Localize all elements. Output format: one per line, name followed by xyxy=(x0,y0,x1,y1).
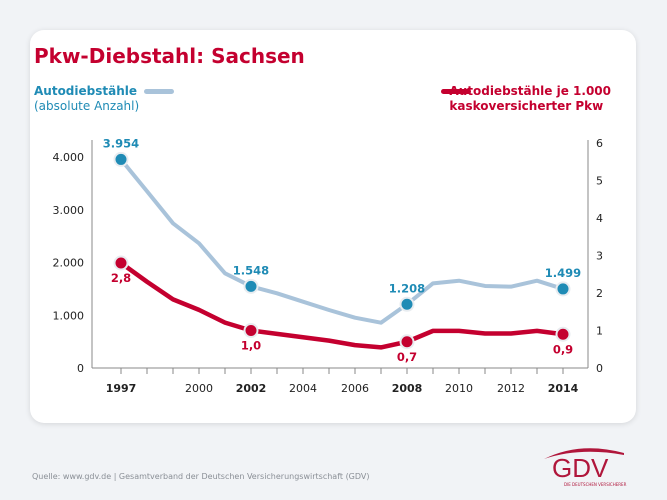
legend-right: Autodiebstähle je 1.000 kaskoversicherte… xyxy=(449,84,611,114)
x-tick-label: 2014 xyxy=(548,382,579,395)
data-point xyxy=(555,326,571,342)
data-label: 1.499 xyxy=(545,266,581,280)
data-point xyxy=(399,334,415,350)
y-left-tick-label: 1.000 xyxy=(53,309,85,322)
data-point xyxy=(399,296,415,312)
y-right-tick-label: 0 xyxy=(596,362,603,375)
data-label: 1,0 xyxy=(241,339,261,353)
y-right-tick-label: 2 xyxy=(596,287,603,300)
y-left-tick-label: 2.000 xyxy=(53,257,85,270)
legend-right-swatch xyxy=(441,89,471,94)
x-tick-label: 2010 xyxy=(445,382,473,395)
gdv-logo-subtitle: DIE DEUTSCHEN VERSICHERER xyxy=(564,482,627,487)
legend-left-sublabel: (absolute Anzahl) xyxy=(34,99,140,113)
chart-card xyxy=(30,30,636,423)
data-point xyxy=(243,323,259,338)
y-right-tick-label: 6 xyxy=(596,137,603,150)
y-right-tick-label: 4 xyxy=(596,212,603,225)
data-label: 3.954 xyxy=(103,136,139,150)
legend-left: Autodiebstähle (absolute Anzahl) xyxy=(34,84,139,114)
x-tick-label: 2004 xyxy=(289,382,317,395)
legend-left-label: Autodiebstähle xyxy=(34,84,138,98)
gdv-logo-arc-icon xyxy=(544,448,624,459)
x-tick-label: 2006 xyxy=(341,382,369,395)
y-right-tick-label: 3 xyxy=(596,250,603,263)
data-label: 0,9 xyxy=(553,342,573,356)
x-tick-label: 2008 xyxy=(392,382,423,395)
y-left-tick-label: 4.000 xyxy=(53,151,85,164)
y-right-tick-label: 5 xyxy=(596,175,603,188)
y-right-tick-label: 1 xyxy=(596,325,603,338)
series-line-absolute xyxy=(119,158,564,325)
source-note: Quelle: www.gdv.de | Gesamtverband der D… xyxy=(32,472,370,481)
data-point xyxy=(113,255,129,271)
data-label: 2,8 xyxy=(111,271,131,285)
legend-left-swatch xyxy=(144,89,174,94)
data-point xyxy=(243,278,259,294)
legend-right-sublabel: kaskoversicherter Pkw xyxy=(449,99,604,113)
chart-title: Pkw-Diebstahl: Sachsen xyxy=(34,44,305,68)
data-label: 1.548 xyxy=(233,263,269,277)
y-left-tick-label: 3.000 xyxy=(53,204,85,217)
data-label: 1.208 xyxy=(389,281,425,295)
x-tick-label: 1997 xyxy=(106,382,137,395)
x-tick-label: 2000 xyxy=(185,382,213,395)
series-line-per-1000 xyxy=(119,261,564,350)
y-left-tick-label: 0 xyxy=(77,362,84,375)
data-point xyxy=(113,151,129,167)
x-tick-label: 2012 xyxy=(497,382,525,395)
legend-right-label: Autodiebstähle je 1.000 xyxy=(449,84,611,98)
data-label: 0,7 xyxy=(397,350,417,364)
x-tick-label: 2002 xyxy=(236,382,267,395)
data-point xyxy=(555,281,571,297)
gdv-logo: GDV xyxy=(552,453,609,483)
